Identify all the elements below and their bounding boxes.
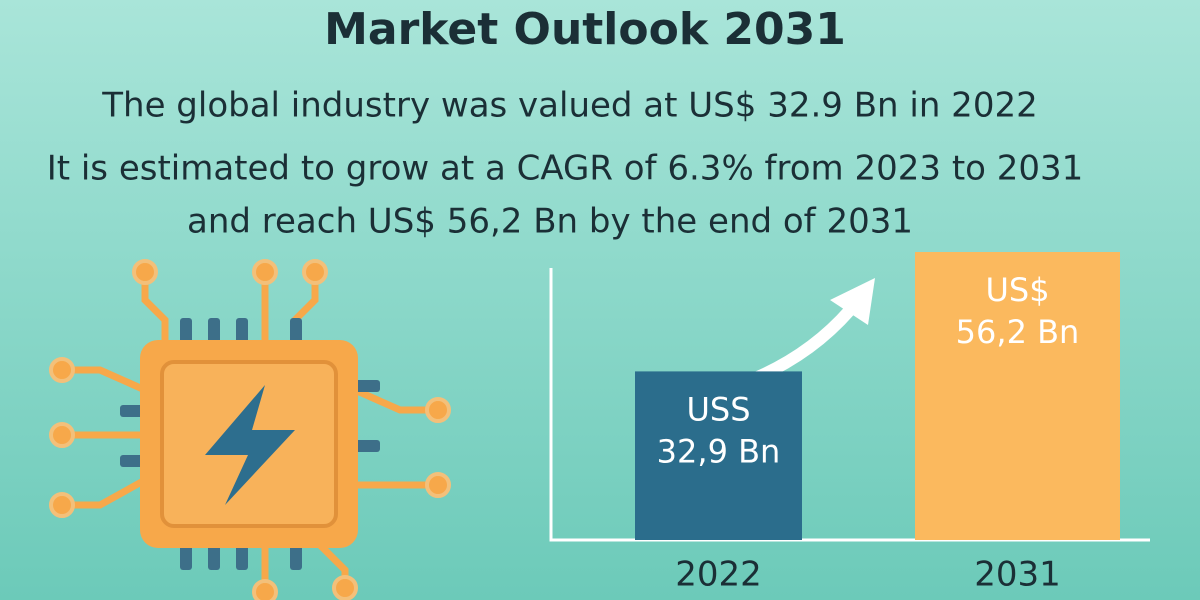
bar-value-label: US$ 56,2 Bn	[956, 271, 1080, 351]
title: Market Outlook 2031	[324, 4, 846, 55]
subtitle: and reach US$ 56,2 Bn by the end of 2031	[187, 202, 913, 242]
bar	[915, 252, 1120, 540]
x-tick-label: 2022	[675, 555, 762, 595]
growth-arrow-head	[830, 278, 875, 325]
bar-value-label: USS 32,9 Bn	[657, 390, 781, 470]
x-tick-label: 2031	[974, 555, 1061, 595]
bar	[635, 371, 802, 540]
chip-icon	[49, 259, 451, 600]
subtitle: The global industry was valued at US$ 32…	[101, 86, 1037, 126]
subtitle: It is estimated to grow at a CAGR of 6.3…	[47, 149, 1084, 189]
